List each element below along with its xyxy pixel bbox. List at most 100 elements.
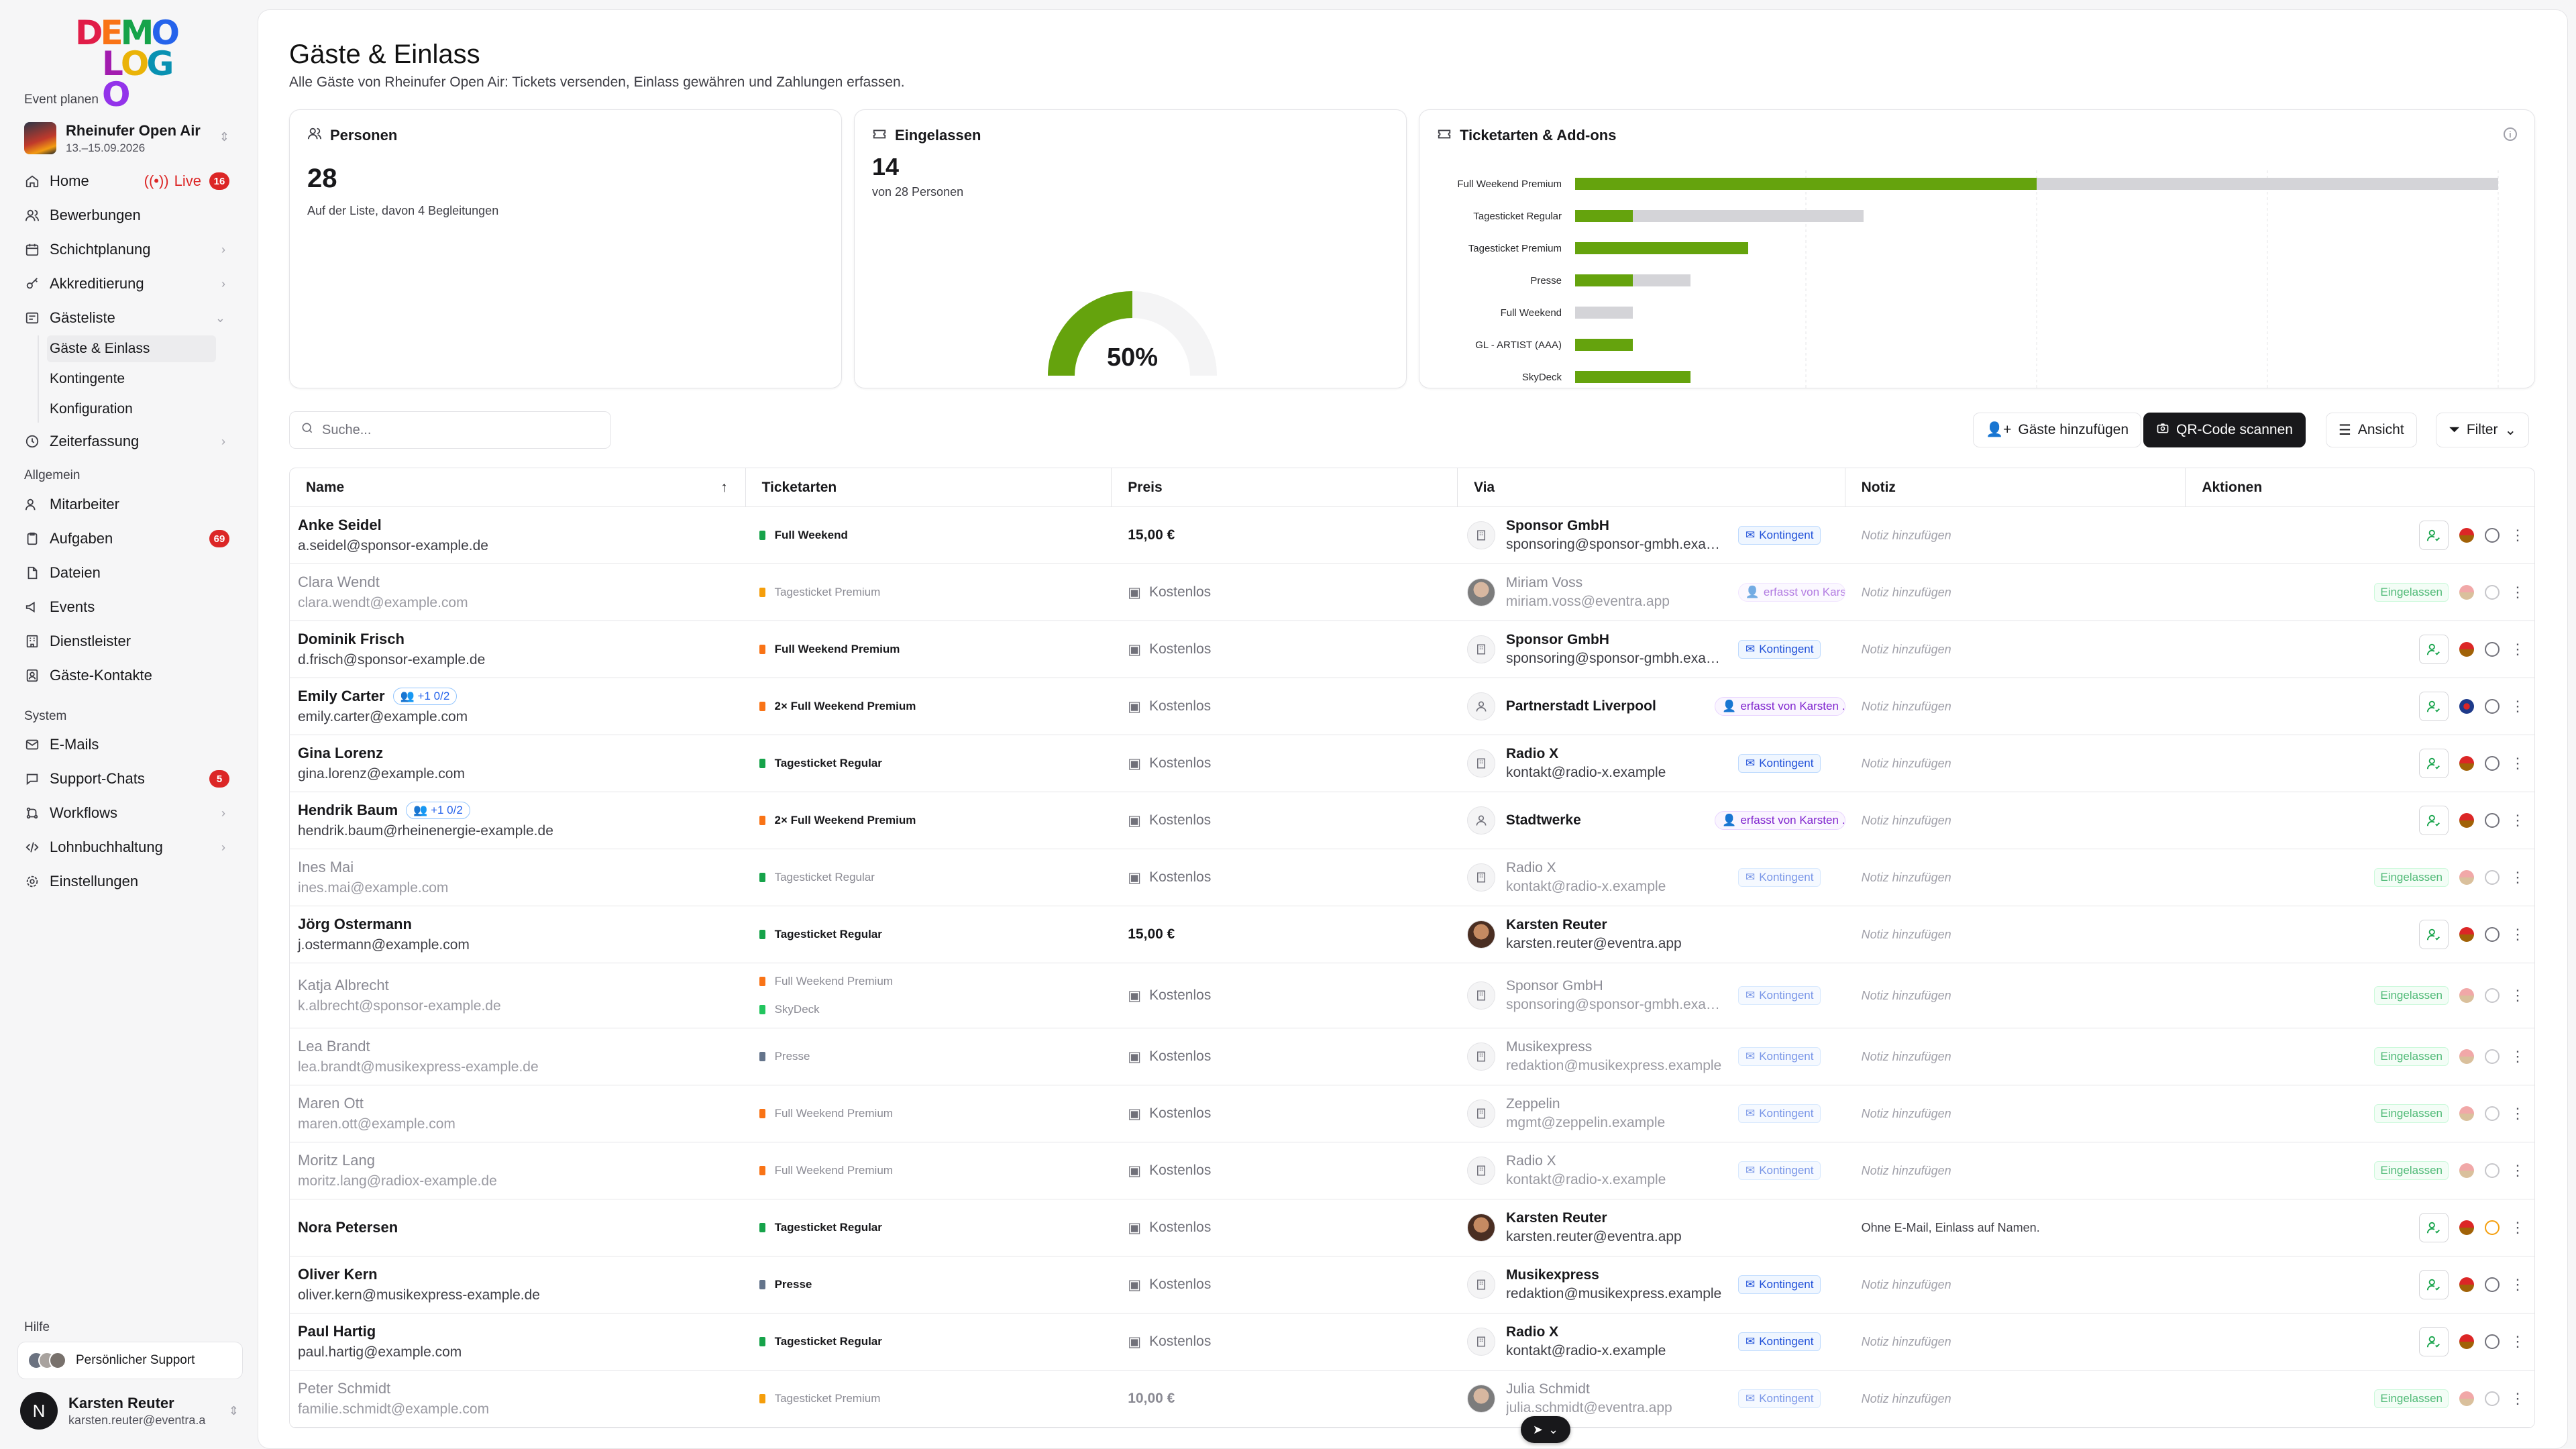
table-row[interactable]: Dominik Frisch d.frisch@sponsor-example.d… <box>290 621 2534 678</box>
admit-button[interactable] <box>2418 1270 2449 1299</box>
personal-support-button[interactable]: Persönlicher Support <box>17 1342 243 1379</box>
sidebar-subitem-kontingente[interactable]: Kontingente <box>50 371 125 386</box>
language-flag-icon[interactable] <box>2459 642 2474 657</box>
sort-ascending-icon[interactable]: ↑ <box>720 479 728 495</box>
history-icon[interactable] <box>2484 927 2500 942</box>
companion-badge[interactable]: 👥 +1 0/2 <box>392 688 458 705</box>
note-placeholder[interactable]: Notiz hinzufügen <box>1861 1277 1951 1291</box>
more-menu-icon[interactable]: ⋮ <box>2510 641 2525 657</box>
col-tickets-header[interactable]: Ticketarten <box>746 468 1112 506</box>
history-icon[interactable] <box>2484 1334 2500 1349</box>
admit-button[interactable] <box>2418 920 2449 949</box>
history-icon[interactable] <box>2484 1163 2500 1178</box>
history-icon[interactable] <box>2484 528 2500 543</box>
table-row[interactable]: Anke Seidel a.seidel@sponsor-example.de F… <box>290 507 2534 564</box>
sidebar-item-dienstleister[interactable]: Dienstleister <box>24 627 235 656</box>
more-menu-icon[interactable]: ⋮ <box>2510 1390 2525 1407</box>
table-row[interactable]: Paul Hartig paul.hartig@example.com Tages… <box>290 1313 2534 1371</box>
sidebar-item-bewerbungen[interactable]: Bewerbungen <box>24 201 235 230</box>
col-price-header[interactable]: Preis <box>1112 468 1458 506</box>
more-menu-icon[interactable]: ⋮ <box>2510 1219 2525 1236</box>
sidebar-item-support-chats[interactable]: Support-Chats 5 <box>24 764 235 794</box>
sidebar-item-gaesteliste[interactable]: Gästeliste ⌄ <box>24 303 235 333</box>
admit-button[interactable] <box>2419 806 2449 835</box>
more-menu-icon[interactable]: ⋮ <box>2510 1048 2525 1065</box>
sidebar-item-emails[interactable]: E-Mails <box>24 730 235 759</box>
sidebar-item-home[interactable]: Home ((•)) Live 16 <box>24 166 235 196</box>
history-icon[interactable] <box>2484 642 2500 657</box>
language-flag-icon[interactable] <box>2459 585 2475 600</box>
companion-badge[interactable]: 👥 +1 0/2 <box>406 802 470 819</box>
table-row[interactable]: Oliver Kern oliver.kern@musikexpress-exam… <box>290 1256 2534 1313</box>
note-placeholder[interactable]: Notiz hinzufügen <box>1861 642 1951 656</box>
info-icon[interactable]: i <box>2504 127 2517 141</box>
more-menu-icon[interactable]: ⋮ <box>2510 1162 2525 1179</box>
language-flag-icon[interactable] <box>2459 699 2475 714</box>
note-placeholder[interactable]: Notiz hinzufügen <box>1861 813 1951 827</box>
history-icon[interactable] <box>2485 585 2500 600</box>
table-row[interactable]: Ines Mai ines.mai@example.com Tagesticket… <box>290 849 2534 906</box>
sidebar-item-gaeste-kontakte[interactable]: Gäste-Kontakte <box>24 661 235 690</box>
language-flag-icon[interactable] <box>2459 1106 2474 1121</box>
note-placeholder[interactable]: Notiz hinzufügen <box>1861 1163 1951 1177</box>
table-row[interactable]: Maren Ott maren.ott@example.com Full Week… <box>290 1085 2534 1142</box>
language-flag-icon[interactable] <box>2459 988 2474 1003</box>
language-flag-icon[interactable] <box>2459 1391 2474 1406</box>
sidebar-item-events[interactable]: Events <box>24 592 235 622</box>
sidebar-item-dateien[interactable]: Dateien <box>24 558 235 588</box>
user-menu[interactable]: N Karsten Reuter karsten.reuter@eventra.… <box>17 1389 243 1433</box>
col-note-header[interactable]: Notiz <box>1845 468 2186 506</box>
language-flag-icon[interactable] <box>2459 756 2474 771</box>
history-icon[interactable] <box>2484 1106 2500 1121</box>
filter-button[interactable]: ⏷ Filter ⌄ <box>2436 413 2530 447</box>
scan-qr-button[interactable]: QR-Code scannen <box>2143 413 2306 447</box>
table-row[interactable]: Emily Carter 👥 +1 0/2 emily.carter@example… <box>290 678 2534 735</box>
add-guests-button[interactable]: 👤+ Gäste hinzufügen <box>1973 413 2142 447</box>
note-placeholder[interactable]: Notiz hinzufügen <box>1861 1106 1951 1120</box>
sidebar-item-lohnbuchhaltung[interactable]: Lohnbuchhaltung › <box>24 833 235 862</box>
language-flag-icon[interactable] <box>2459 1163 2474 1178</box>
note-placeholder[interactable]: Notiz hinzufügen <box>1861 1049 1951 1063</box>
col-via-header[interactable]: Via <box>1458 468 1845 506</box>
language-flag-icon[interactable] <box>2459 528 2474 543</box>
history-icon[interactable] <box>2484 1391 2500 1406</box>
table-row[interactable]: Katja Albrecht k.albrecht@sponsor-example… <box>290 963 2534 1028</box>
language-flag-icon[interactable] <box>2459 870 2474 885</box>
note-placeholder[interactable]: Notiz hinzufügen <box>1861 988 1951 1002</box>
history-icon[interactable] <box>2484 1220 2500 1235</box>
note-placeholder[interactable]: Notiz hinzufügen <box>1861 1391 1951 1405</box>
history-icon[interactable] <box>2484 1277 2500 1292</box>
col-name-header[interactable]: Name ↑ <box>290 468 746 506</box>
language-flag-icon[interactable] <box>2459 1334 2474 1349</box>
history-icon[interactable] <box>2484 870 2500 885</box>
table-row[interactable]: Peter Schmidt familie.schmidt@example.com… <box>290 1371 2534 1428</box>
admit-button[interactable] <box>2418 1213 2449 1242</box>
more-menu-icon[interactable]: ⋮ <box>2510 926 2525 943</box>
more-menu-icon[interactable]: ⋮ <box>2510 1333 2525 1350</box>
admit-button[interactable] <box>2418 521 2449 550</box>
sidebar-item-schichtplanung[interactable]: Schichtplanung › <box>24 235 235 264</box>
note-text[interactable]: Ohne E-Mail, Einlass auf Namen. <box>1861 1220 2040 1234</box>
more-menu-icon[interactable]: ⋮ <box>2510 987 2525 1004</box>
note-placeholder[interactable]: Notiz hinzufügen <box>1861 927 1951 941</box>
more-menu-icon[interactable]: ⋮ <box>2510 1105 2525 1122</box>
more-menu-icon[interactable]: ⋮ <box>2510 584 2526 600</box>
note-placeholder[interactable]: Notiz hinzufügen <box>1861 585 1951 599</box>
sidebar-subitem-gaeste-einlass[interactable]: Gäste & Einlass <box>47 335 216 362</box>
history-icon[interactable] <box>2485 699 2500 714</box>
note-placeholder[interactable]: Notiz hinzufügen <box>1861 1334 1951 1348</box>
language-flag-icon[interactable] <box>2459 1049 2474 1064</box>
more-menu-icon[interactable]: ⋮ <box>2510 812 2526 828</box>
history-icon[interactable] <box>2484 756 2500 771</box>
history-icon[interactable] <box>2484 988 2500 1003</box>
table-row[interactable]: Gina Lorenz gina.lorenz@example.com Tages… <box>290 735 2534 792</box>
sidebar-subitem-konfiguration[interactable]: Konfiguration <box>50 401 133 417</box>
brand-logo[interactable]: DEMO LOGO <box>75 13 180 114</box>
view-button[interactable]: ☰ Ansicht <box>2326 413 2417 447</box>
sidebar-item-workflows[interactable]: Workflows › <box>24 798 235 828</box>
sidebar-item-einstellungen[interactable]: Einstellungen <box>24 867 235 896</box>
language-flag-icon[interactable] <box>2459 813 2475 828</box>
table-row[interactable]: Nora Petersen Tagesticket Regular ▣ Koste… <box>290 1199 2534 1256</box>
more-menu-icon[interactable]: ⋮ <box>2510 1276 2525 1293</box>
history-icon[interactable] <box>2484 1049 2500 1064</box>
